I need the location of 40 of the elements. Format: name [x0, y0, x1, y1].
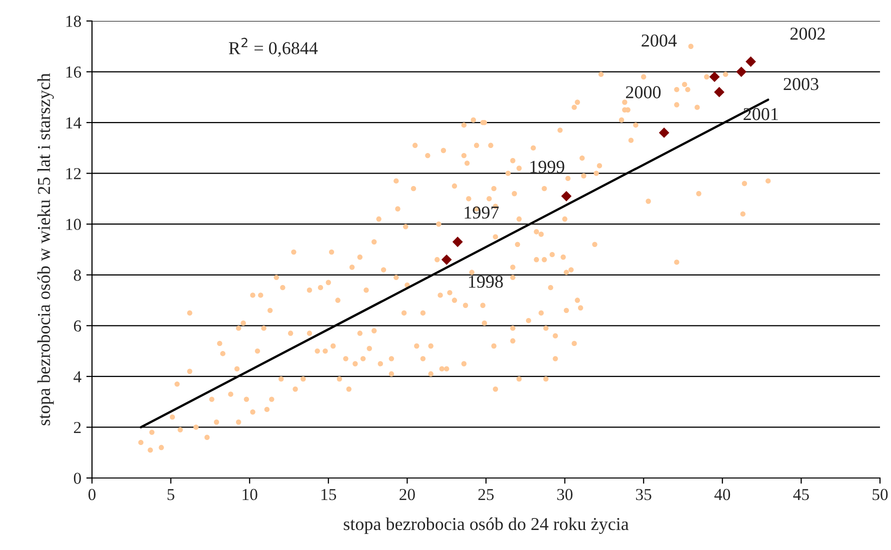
annotation: R$^{2}$ = 0,6844 [228, 38, 318, 57]
annotation: 2003 [784, 78, 818, 90]
y-tick-label: 6 [74, 320, 82, 332]
y-tick-label: 18 [66, 16, 81, 27]
point [736, 66, 747, 77]
y-tick-label: 4 [74, 371, 82, 382]
y-tick-label: 12 [66, 168, 81, 180]
x-tick-label: 0 [88, 488, 96, 500]
annotation: 2004 [642, 34, 677, 47]
y-tick-label: 16 [66, 66, 82, 78]
x-tick-label: 25 [478, 488, 494, 500]
x-tick-label: 5 [168, 489, 174, 500]
y-tick-label: 10 [66, 218, 81, 230]
point [441, 254, 452, 265]
annotation: 1998 [469, 276, 503, 288]
point [561, 190, 572, 202]
x-axis-title: stopa bezrobocia osób do 24 roku życia [344, 517, 629, 534]
x-tick-label: 15 [322, 488, 336, 500]
point [746, 56, 756, 67]
point [658, 128, 670, 138]
x-tick-label: 30 [557, 488, 572, 500]
x-tick-label: 50 [872, 488, 888, 500]
x-tick-label: 45 [793, 489, 809, 500]
y-tick-label: 0 [74, 472, 81, 484]
x-tick-label: 20 [400, 488, 415, 500]
x-tick-label: 10 [242, 488, 258, 500]
point [452, 236, 463, 248]
x-tick-label: 40 [714, 488, 730, 500]
y-tick-label: 8 [74, 270, 81, 281]
annotation: 2002 [790, 28, 825, 40]
annotation: 2001 [744, 108, 778, 120]
y-axis-title: stopa bezrobocia osób w wieku 25 lat i starszych [37, 73, 54, 426]
point [714, 86, 724, 98]
point [709, 72, 720, 82]
x-tick-label: 35 [636, 488, 652, 500]
y-tick-label: 14 [66, 117, 82, 128]
annotation: 1997 [464, 206, 499, 219]
y-tick-label: 2 [74, 422, 81, 434]
annotation: 1999 [530, 160, 564, 173]
annotation: 2000 [626, 86, 661, 98]
